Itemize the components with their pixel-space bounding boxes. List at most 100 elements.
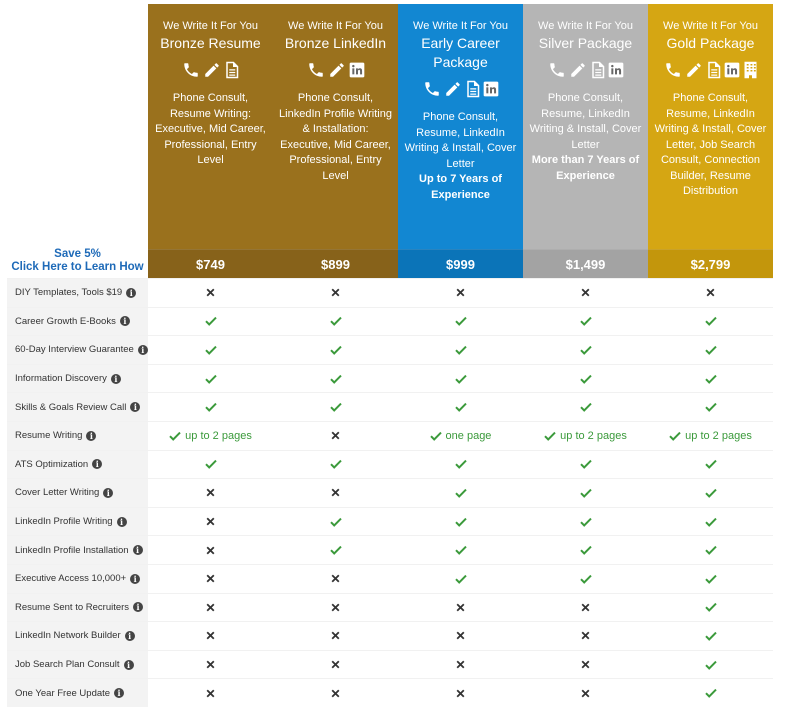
cross-cell <box>273 565 398 593</box>
info-icon[interactable]: i <box>123 659 134 670</box>
check-cell <box>273 336 398 364</box>
package-desc-text: Phone Consult, Resume, LinkedIn Writing … <box>529 92 642 151</box>
check-cell <box>148 336 273 364</box>
table-row: LinkedIn Profile Writing i <box>7 506 773 536</box>
package-column-1[interactable]: We Write It For You Bronze Resume Phone Co… <box>148 4 273 278</box>
info-icon[interactable]: i <box>119 316 130 327</box>
cross-icon <box>331 288 340 297</box>
info-icon[interactable]: i <box>86 430 97 441</box>
cross-icon <box>331 488 340 497</box>
feature-text: Resume Sent to Recruiters <box>15 601 130 613</box>
check-icon <box>704 574 717 584</box>
pencil-icon <box>685 61 703 79</box>
table-row: LinkedIn Network Builder i <box>7 621 773 650</box>
package-icons <box>523 59 648 81</box>
package-price[interactable]: $999 <box>398 249 523 278</box>
feature-label: Skills & Goals Review Call i <box>7 393 148 421</box>
info-icon[interactable]: i <box>92 459 103 470</box>
check-cell <box>523 565 648 593</box>
save-percent: Save 5% <box>54 248 101 260</box>
feature-label: Job Search Plan Consult i <box>7 650 148 679</box>
check-icon <box>454 316 467 327</box>
check-icon <box>669 431 681 441</box>
check-icon <box>454 517 467 527</box>
pencil-icon <box>444 80 462 98</box>
cross-cell <box>148 508 273 536</box>
package-desc-text: Phone Consult, Resume, LinkedIn Writing … <box>654 92 767 197</box>
check-cell <box>398 536 523 564</box>
cell-note: up to 2 pages <box>560 429 627 442</box>
feature-rows: DIY Templates, Tools $19 i Career Growth E… <box>7 278 773 707</box>
cross-cell <box>273 479 398 507</box>
package-icons <box>648 59 773 81</box>
pencil-icon <box>203 61 221 79</box>
pricing-table: Save 5% Click Here to Learn How We Write… <box>7 4 773 707</box>
info-icon[interactable]: i <box>110 373 121 384</box>
check-icon <box>704 660 717 670</box>
check-icon <box>329 517 342 527</box>
check-cell <box>273 393 398 421</box>
cross-cell <box>398 279 523 307</box>
info-icon[interactable]: i <box>114 688 125 699</box>
info-icon[interactable]: i <box>126 287 137 298</box>
feature-text: Resume Writing <box>15 430 83 442</box>
cross-icon <box>331 574 340 583</box>
package-price[interactable]: $749 <box>148 249 273 278</box>
info-icon[interactable]: i <box>132 545 143 556</box>
info-icon[interactable]: i <box>124 630 135 641</box>
package-column-4[interactable]: We Write It For You Silver Package Phone C… <box>523 4 648 278</box>
info-icon[interactable]: i <box>133 602 144 613</box>
building-icon <box>743 61 758 79</box>
check-cell: one page <box>398 422 523 450</box>
check-icon <box>704 517 717 527</box>
cross-icon <box>206 631 215 640</box>
cross-icon <box>331 660 340 669</box>
cell-note: up to 2 pages <box>185 429 252 442</box>
package-price[interactable]: $1,499 <box>523 249 648 278</box>
package-column-3[interactable]: We Write It For You Early Career Package P… <box>398 4 523 278</box>
check-icon <box>704 345 717 355</box>
info-icon[interactable]: i <box>130 402 141 413</box>
feature-label: DIY Templates, Tools $19 i <box>7 279 148 307</box>
check-cell <box>523 508 648 536</box>
feature-text: LinkedIn Profile Writing <box>15 516 113 528</box>
check-cell <box>648 679 773 707</box>
check-icon <box>704 545 717 555</box>
package-column-5[interactable]: We Write It For You Gold Package Phone Con… <box>648 4 773 278</box>
check-cell <box>148 365 273 393</box>
cross-cell <box>273 594 398 622</box>
info-icon[interactable]: i <box>130 573 141 584</box>
check-cell <box>648 508 773 536</box>
learn-more-link[interactable]: Click Here to Learn How <box>11 261 144 273</box>
cross-icon <box>206 546 215 555</box>
cell-note: up to 2 pages <box>685 429 752 442</box>
check-cell <box>523 365 648 393</box>
save-promo[interactable]: Save 5% Click Here to Learn How <box>7 248 148 274</box>
check-cell <box>148 308 273 336</box>
info-icon[interactable]: i <box>137 344 148 355</box>
package-price[interactable]: $899 <box>273 249 398 278</box>
cross-cell <box>148 479 273 507</box>
cross-icon <box>581 689 590 698</box>
cross-icon <box>206 603 215 612</box>
check-icon <box>579 545 592 555</box>
package-price[interactable]: $2,799 <box>648 249 773 278</box>
cross-cell <box>148 594 273 622</box>
check-icon <box>329 345 342 355</box>
cross-icon <box>331 631 340 640</box>
info-icon[interactable]: i <box>116 516 127 527</box>
pencil-icon <box>569 61 587 79</box>
table-row: Skills & Goals Review Call i <box>7 392 773 421</box>
table-row: 60-Day Interview Guarantee i <box>7 335 773 364</box>
package-column-2[interactable]: We Write It For You Bronze LinkedIn Phone … <box>273 4 398 278</box>
feature-text: Cover Letter Writing <box>15 487 100 499</box>
package-icons <box>148 59 273 81</box>
check-icon <box>579 345 592 355</box>
table-row: Job Search Plan Consult i <box>7 649 773 679</box>
package-description: Phone Consult, Resume, LinkedIn Writing … <box>648 91 773 200</box>
cross-cell <box>148 651 273 679</box>
cross-cell <box>398 679 523 707</box>
cross-cell <box>148 536 273 564</box>
cross-icon <box>206 488 215 497</box>
info-icon[interactable]: i <box>103 487 114 498</box>
